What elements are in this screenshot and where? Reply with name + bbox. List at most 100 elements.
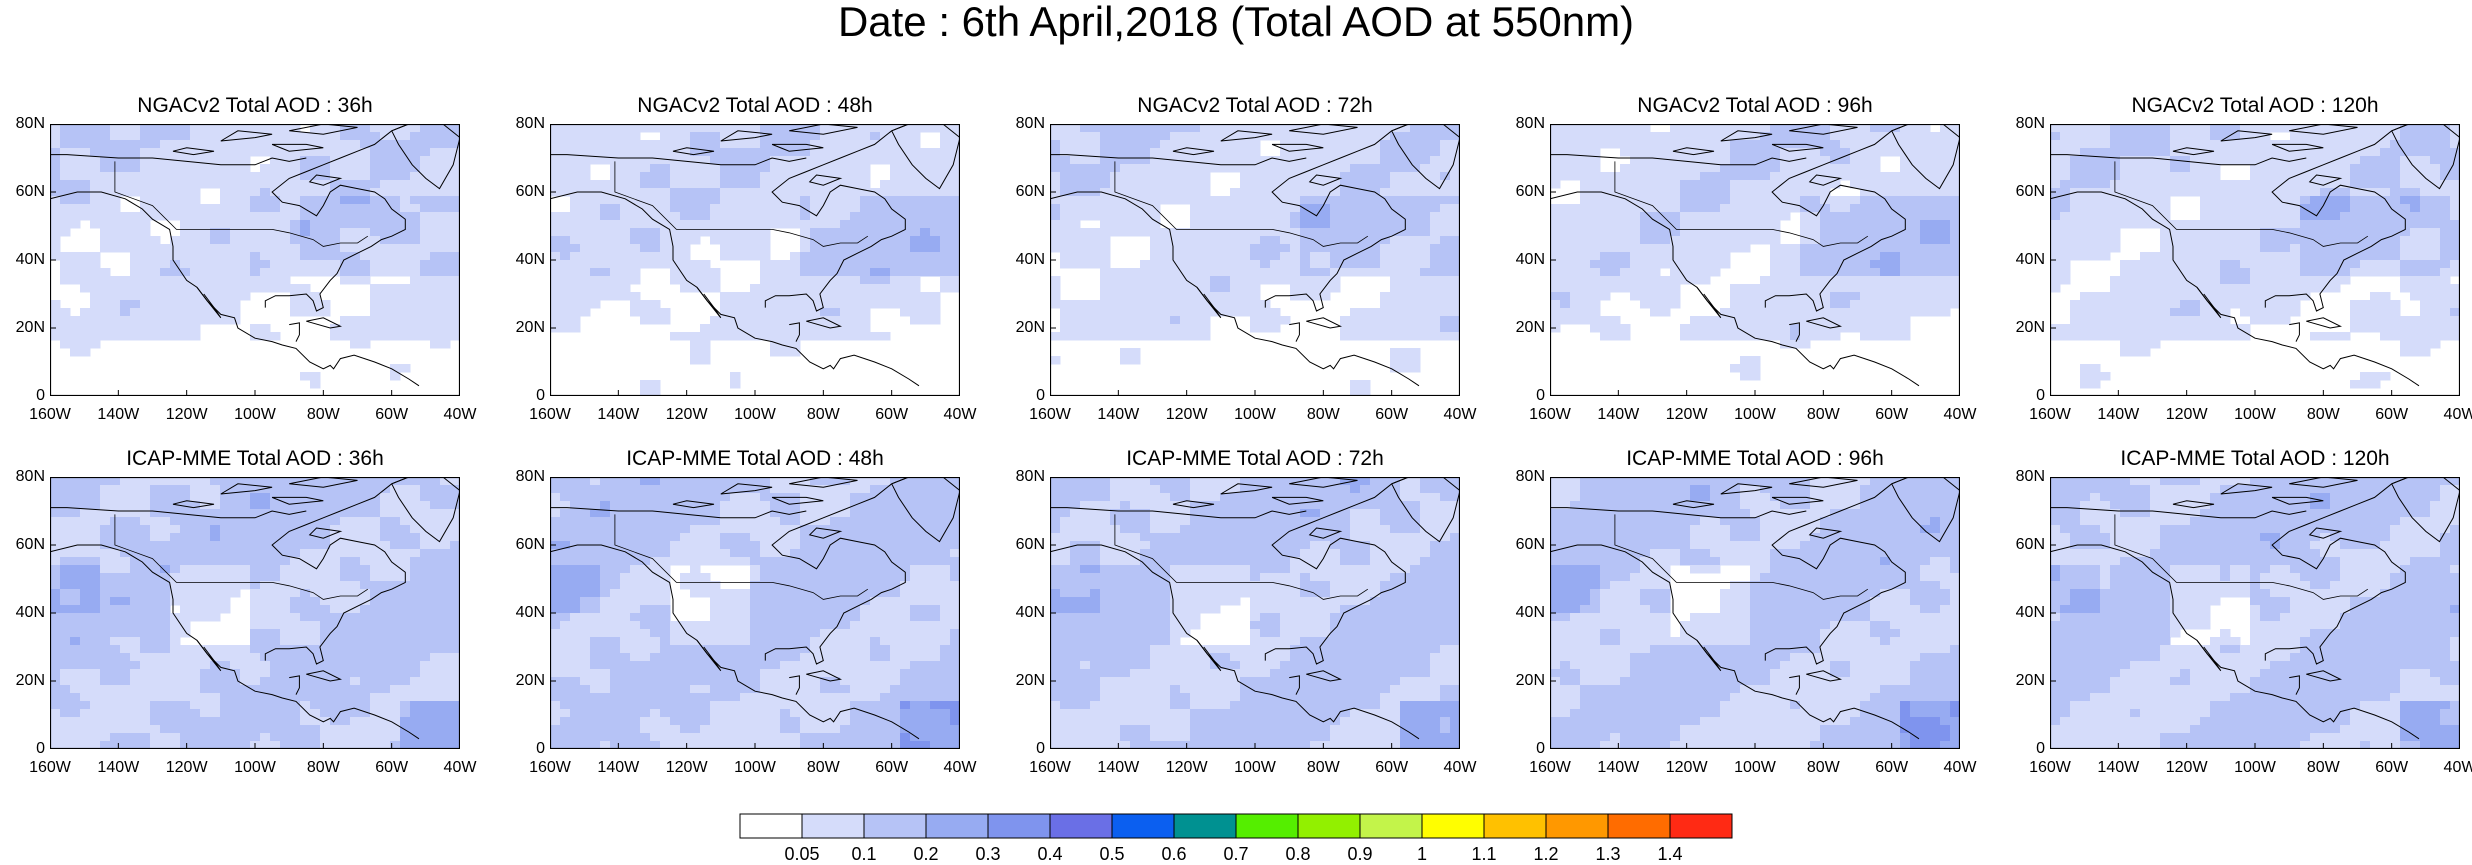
- lon-tick-label: 80W: [1293, 406, 1353, 424]
- colorbar-swatch: [864, 814, 926, 838]
- lon-tick-label: 140W: [588, 759, 648, 777]
- lat-tick-label: 20N: [1995, 672, 2045, 690]
- lon-tick-label: 40W: [930, 406, 990, 424]
- lon-tick-label: 80W: [1793, 406, 1853, 424]
- lon-tick-label: 120W: [1157, 759, 1217, 777]
- lat-tick-label: 0: [1495, 387, 1545, 405]
- lon-tick-label: 60W: [2362, 759, 2422, 777]
- coastline-cuba: [1306, 318, 1340, 328]
- lon-tick-label: 100W: [225, 759, 285, 777]
- lat-tick-label: 60N: [995, 536, 1045, 554]
- lon-tick-label: 80W: [1293, 759, 1353, 777]
- colorbar-swatch: [1112, 814, 1174, 838]
- lat-tick-label: 20N: [495, 672, 545, 690]
- figure-title: Date : 6th April,2018 (Total AOD at 550n…: [0, 0, 2472, 44]
- aod-map: [2050, 477, 2460, 749]
- lat-tick-label: 60N: [0, 536, 45, 554]
- lat-tick-label: 60N: [1495, 536, 1545, 554]
- lon-tick-label: 120W: [157, 406, 217, 424]
- lat-tick-label: 80N: [995, 468, 1045, 486]
- lat-tick-label: 80N: [1995, 115, 2045, 133]
- colorbar-swatch: [802, 814, 864, 838]
- lon-tick-label: 140W: [588, 406, 648, 424]
- lat-tick-label: 20N: [1995, 319, 2045, 337]
- lat-tick-label: 40N: [1495, 604, 1545, 622]
- colorbar-swatch: [1670, 814, 1732, 838]
- lon-tick-label: 100W: [1725, 406, 1785, 424]
- lat-tick-label: 80N: [1495, 115, 1545, 133]
- panel-title: ICAP-MME Total AOD : 36h: [50, 447, 460, 471]
- colorbar-swatch: [1236, 814, 1298, 838]
- lat-tick-label: 80N: [495, 115, 545, 133]
- lon-tick-label: 100W: [725, 406, 785, 424]
- lat-tick-label: 80N: [1495, 468, 1545, 486]
- panel-title: ICAP-MME Total AOD : 96h: [1550, 447, 1960, 471]
- colorbar-swatch: [1174, 814, 1236, 838]
- panel-title: ICAP-MME Total AOD : 120h: [2050, 447, 2460, 471]
- lon-tick-label: 80W: [293, 406, 353, 424]
- lon-tick-label: 80W: [793, 406, 853, 424]
- lon-tick-label: 60W: [862, 759, 922, 777]
- panel-title: NGACv2 Total AOD : 36h: [50, 94, 460, 118]
- colorbar-swatch: [1298, 814, 1360, 838]
- colorbar-swatch: [1608, 814, 1670, 838]
- lat-tick-label: 0: [1995, 740, 2045, 758]
- lon-tick-label: 100W: [2225, 759, 2285, 777]
- lon-tick-label: 40W: [2430, 406, 2472, 424]
- lon-tick-label: 80W: [293, 759, 353, 777]
- lat-tick-label: 60N: [1995, 183, 2045, 201]
- panel-title: NGACv2 Total AOD : 120h: [2050, 94, 2460, 118]
- lon-tick-label: 140W: [1088, 406, 1148, 424]
- aod-map: [2050, 124, 2460, 396]
- lon-tick-label: 120W: [1657, 759, 1717, 777]
- aod-map: [1050, 477, 1460, 749]
- lat-tick-label: 40N: [1495, 251, 1545, 269]
- lon-tick-label: 140W: [1588, 406, 1648, 424]
- lon-tick-label: 80W: [2293, 759, 2353, 777]
- coastline-yucatan: [2289, 323, 2299, 342]
- colorbar-swatch: [1546, 814, 1608, 838]
- colorbar-swatch: [740, 814, 802, 838]
- lon-tick-label: 140W: [1088, 759, 1148, 777]
- lon-tick-label: 80W: [2293, 406, 2353, 424]
- panel-title: NGACv2 Total AOD : 72h: [1050, 94, 1460, 118]
- lon-tick-label: 60W: [1862, 759, 1922, 777]
- lon-tick-label: 140W: [1588, 759, 1648, 777]
- lon-tick-label: 60W: [1862, 406, 1922, 424]
- lon-tick-label: 140W: [88, 406, 148, 424]
- lon-tick-label: 60W: [1362, 406, 1422, 424]
- coastline-yucatan: [289, 323, 299, 342]
- lon-tick-label: 160W: [20, 406, 80, 424]
- lat-tick-label: 40N: [495, 251, 545, 269]
- lat-tick-label: 40N: [495, 604, 545, 622]
- lat-tick-label: 40N: [0, 604, 45, 622]
- lon-tick-label: 40W: [430, 406, 490, 424]
- lon-tick-label: 120W: [2157, 759, 2217, 777]
- aod-map: [50, 124, 460, 396]
- lon-tick-label: 100W: [725, 759, 785, 777]
- lon-tick-label: 80W: [1793, 759, 1853, 777]
- lon-tick-label: 160W: [2020, 406, 2080, 424]
- lon-tick-label: 100W: [225, 406, 285, 424]
- lat-tick-label: 40N: [1995, 251, 2045, 269]
- lon-tick-label: 160W: [520, 759, 580, 777]
- lon-tick-label: 160W: [1520, 406, 1580, 424]
- lat-tick-label: 80N: [0, 115, 45, 133]
- lon-tick-label: 60W: [362, 759, 422, 777]
- lon-tick-label: 120W: [157, 759, 217, 777]
- panel-title: NGACv2 Total AOD : 48h: [550, 94, 960, 118]
- lon-tick-label: 160W: [1020, 759, 1080, 777]
- colorbar-swatch: [926, 814, 988, 838]
- lon-tick-label: 100W: [1725, 759, 1785, 777]
- lon-tick-label: 160W: [2020, 759, 2080, 777]
- lat-tick-label: 80N: [995, 115, 1045, 133]
- lon-tick-label: 100W: [1225, 406, 1285, 424]
- lon-tick-label: 140W: [2088, 759, 2148, 777]
- lat-tick-label: 0: [0, 740, 45, 758]
- aod-map: [50, 477, 460, 749]
